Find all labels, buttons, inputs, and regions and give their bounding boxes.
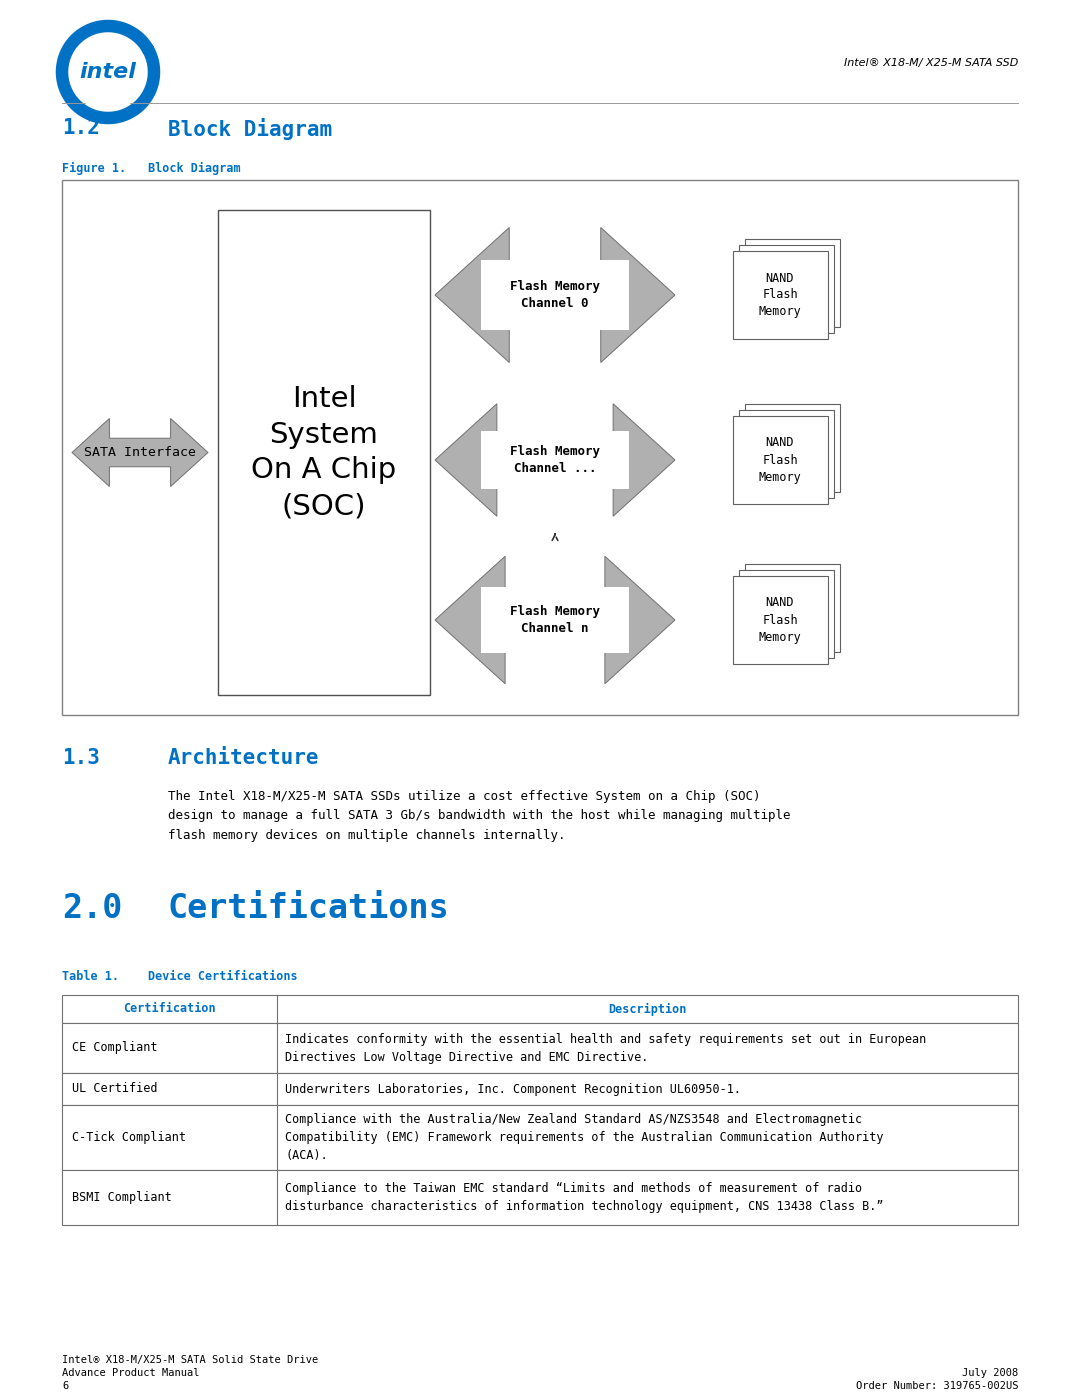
Bar	[739, 244, 834, 332]
Text: Underwriters Laboratories, Inc. Component Recognition UL60950-1.: Underwriters Laboratories, Inc. Componen…	[285, 1083, 741, 1095]
Text: Flash Memory
Channel 0: Flash Memory Channel 0	[510, 279, 600, 310]
Text: Description: Description	[608, 1003, 687, 1016]
Bar	[744, 404, 839, 492]
Text: 6: 6	[62, 1382, 68, 1391]
Bar	[481, 260, 630, 330]
Text: Intel® X18-M/X25-M SATA Solid State Drive: Intel® X18-M/X25-M SATA Solid State Driv…	[62, 1355, 319, 1365]
Text: Compliance to the Taiwan EMC standard “Limits and methods of measurement of radi: Compliance to the Taiwan EMC standard “L…	[285, 1182, 883, 1213]
Text: NAND
Flash
Memory: NAND Flash Memory	[758, 436, 801, 483]
Bar	[739, 409, 834, 497]
Text: Intel
System
On A Chip
(SOC): Intel System On A Chip (SOC)	[252, 386, 396, 520]
Text: Order Number: 319765-002US: Order Number: 319765-002US	[855, 1382, 1018, 1391]
Polygon shape	[72, 419, 208, 486]
Text: The Intel X18-M/X25-M SATA SSDs utilize a cost effective System on a Chip (SOC)
: The Intel X18-M/X25-M SATA SSDs utilize …	[168, 789, 791, 842]
Text: ®: ®	[134, 35, 143, 45]
Bar	[62, 995, 1018, 1023]
Text: Certification: Certification	[123, 1003, 216, 1016]
Text: NAND
Flash
Memory: NAND Flash Memory	[758, 271, 801, 319]
Polygon shape	[435, 228, 675, 362]
Text: Flash Memory
Channel n: Flash Memory Channel n	[510, 605, 600, 636]
Text: SATA Interface: SATA Interface	[84, 446, 195, 460]
Polygon shape	[435, 404, 675, 517]
Text: Certifications: Certifications	[168, 893, 449, 925]
Text: Figure 1.: Figure 1.	[62, 162, 126, 175]
Text: Block Diagram: Block Diagram	[168, 117, 333, 140]
Bar	[62, 1023, 1018, 1073]
Bar	[481, 587, 630, 654]
Bar	[732, 576, 827, 664]
Circle shape	[70, 34, 146, 110]
Text: CE Compliant: CE Compliant	[72, 1042, 158, 1055]
Bar	[218, 210, 430, 694]
Text: 2.0: 2.0	[62, 893, 122, 925]
Text: intel: intel	[80, 61, 136, 82]
Text: 1.2: 1.2	[62, 117, 99, 138]
Text: Indicates conformity with the essential health and safety requirements set out i: Indicates conformity with the essential …	[285, 1032, 927, 1063]
Text: Compliance with the Australia/New Zealand Standard AS/NZS3548 and Electromagneti: Compliance with the Australia/New Zealan…	[285, 1113, 883, 1162]
Bar	[62, 1105, 1018, 1171]
Bar	[732, 416, 827, 504]
Text: BSMI Compliant: BSMI Compliant	[72, 1192, 172, 1204]
Bar	[481, 430, 630, 489]
Bar	[62, 1171, 1018, 1225]
Polygon shape	[435, 556, 675, 683]
Text: Architecture: Architecture	[168, 747, 320, 768]
Text: C-Tick Compliant: C-Tick Compliant	[72, 1132, 186, 1144]
Text: NAND
Flash
Memory: NAND Flash Memory	[758, 597, 801, 644]
Bar	[739, 570, 834, 658]
Text: Intel® X18-M/ X25-M SATA SSD: Intel® X18-M/ X25-M SATA SSD	[843, 59, 1018, 68]
Bar	[744, 564, 839, 652]
Bar	[62, 1073, 1018, 1105]
Text: Device Certifications: Device Certifications	[148, 970, 298, 983]
Bar	[62, 180, 1018, 715]
Text: Table 1.: Table 1.	[62, 970, 119, 983]
Text: UL Certified: UL Certified	[72, 1083, 158, 1095]
Text: Flash Memory
Channel ...: Flash Memory Channel ...	[510, 446, 600, 475]
Bar	[744, 239, 839, 327]
Text: Block Diagram: Block Diagram	[148, 162, 241, 175]
Text: 1.3: 1.3	[62, 747, 99, 768]
Text: Advance Product Manual: Advance Product Manual	[62, 1368, 200, 1377]
Text: July 2008: July 2008	[962, 1368, 1018, 1377]
Bar	[732, 251, 827, 339]
